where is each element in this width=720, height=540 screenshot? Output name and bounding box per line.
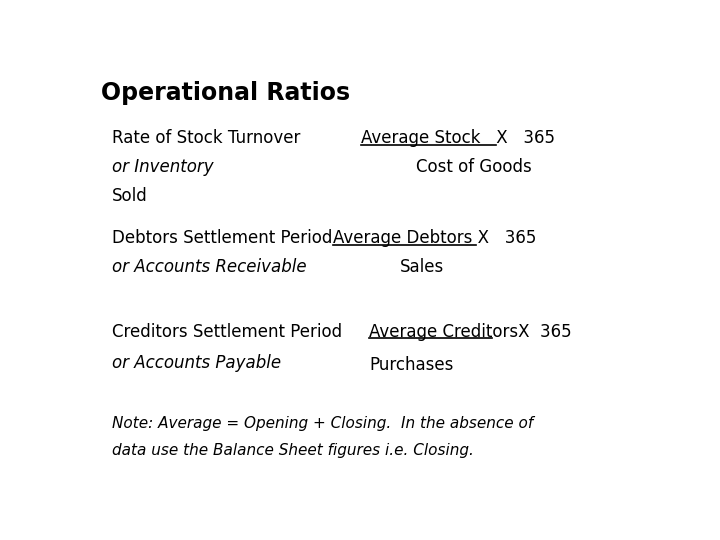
Text: or Accounts Receivable: or Accounts Receivable bbox=[112, 258, 307, 276]
Text: Note: Average = Opening + Closing.  In the absence of: Note: Average = Opening + Closing. In th… bbox=[112, 416, 534, 431]
Text: Cost of Goods: Cost of Goods bbox=[416, 158, 532, 177]
Text: Sold: Sold bbox=[112, 187, 148, 205]
Text: Operational Ratios: Operational Ratios bbox=[101, 82, 351, 105]
Text: Purchases: Purchases bbox=[369, 356, 454, 374]
Text: or Inventory: or Inventory bbox=[112, 158, 214, 177]
Text: Average Debtors X   365: Average Debtors X 365 bbox=[333, 229, 536, 247]
Text: data use the Balance Sheet figures i.e. Closing.: data use the Balance Sheet figures i.e. … bbox=[112, 443, 474, 458]
Text: Creditors Settlement Period: Creditors Settlement Period bbox=[112, 322, 343, 341]
Text: Sales: Sales bbox=[400, 258, 444, 276]
Text: Average CreditorsX  365: Average CreditorsX 365 bbox=[369, 322, 572, 341]
Text: Debtors Settlement Period: Debtors Settlement Period bbox=[112, 229, 338, 247]
Text: Rate of Stock Turnover: Rate of Stock Turnover bbox=[112, 129, 301, 147]
Text: or Accounts Payable: or Accounts Payable bbox=[112, 354, 282, 372]
Text: Average Stock   X   365: Average Stock X 365 bbox=[361, 129, 554, 147]
